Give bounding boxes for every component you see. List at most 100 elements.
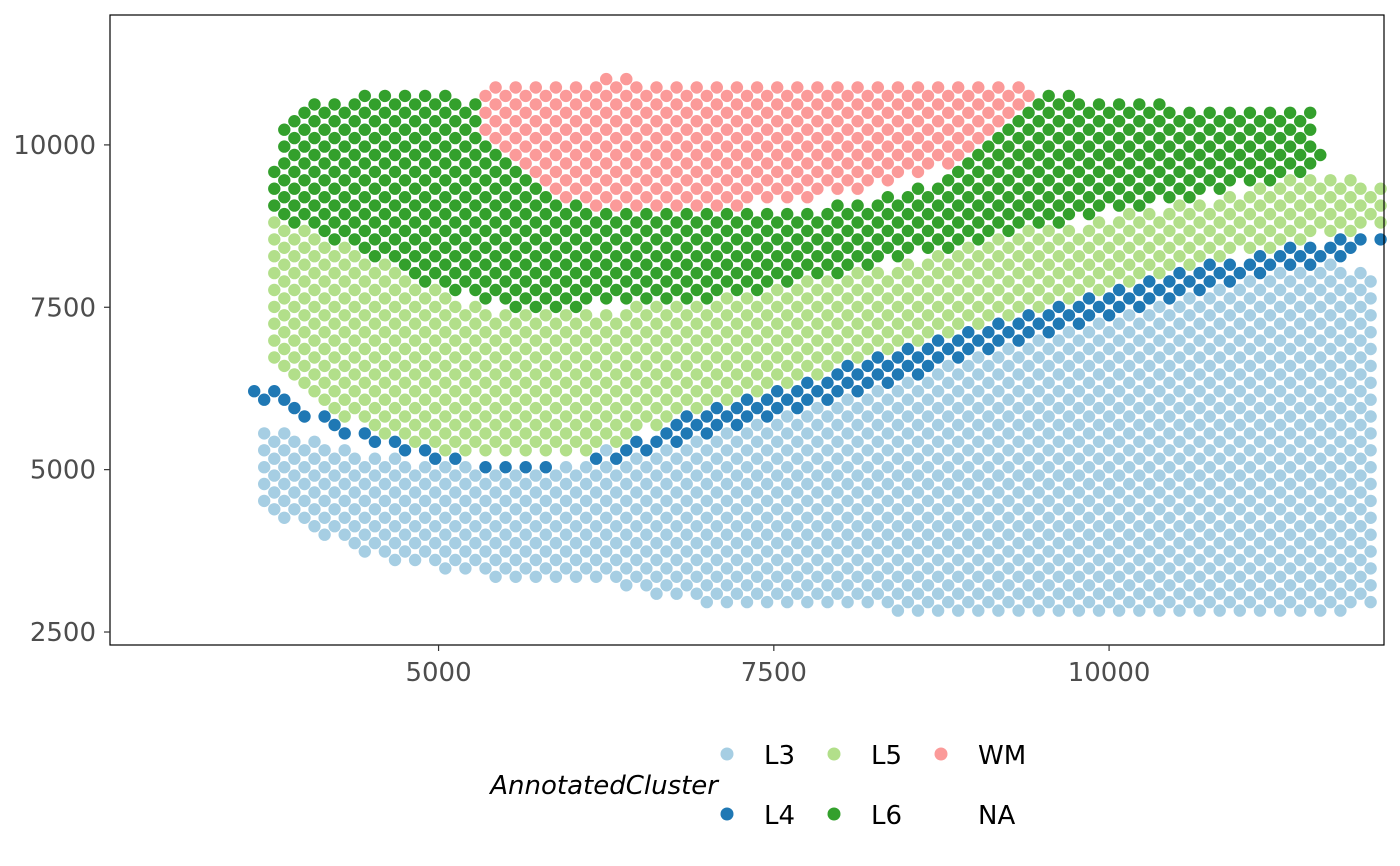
data-point — [831, 250, 844, 263]
data-point — [439, 376, 452, 389]
data-point — [600, 427, 613, 440]
data-point — [539, 477, 552, 491]
data-point — [942, 461, 955, 474]
data-point — [1183, 427, 1196, 440]
data-point — [861, 207, 874, 221]
data-point — [600, 89, 613, 103]
data-point — [1173, 401, 1186, 415]
data-point — [1173, 182, 1186, 195]
data-point — [1072, 418, 1086, 432]
data-point — [1052, 216, 1066, 229]
data-point — [1052, 300, 1066, 314]
data-point — [1012, 520, 1025, 533]
data-point — [298, 477, 311, 491]
data-point — [1002, 106, 1015, 120]
data-point — [288, 250, 301, 263]
data-point — [1002, 258, 1015, 271]
data-point — [579, 376, 593, 389]
data-point — [1324, 241, 1337, 254]
data-point — [801, 494, 814, 508]
data-point — [760, 427, 774, 440]
data-point — [931, 536, 945, 550]
data-point — [760, 89, 774, 103]
data-point — [791, 165, 804, 179]
data-point — [952, 317, 965, 330]
data-point — [861, 89, 874, 103]
data-point — [288, 233, 301, 246]
data-point — [1314, 418, 1327, 432]
data-point — [630, 283, 643, 297]
data-point — [891, 148, 905, 162]
data-point — [1042, 359, 1055, 373]
data-point — [771, 266, 784, 280]
data-point — [600, 191, 613, 204]
data-point — [690, 283, 703, 297]
data-point — [1213, 486, 1226, 499]
data-point — [489, 216, 502, 229]
data-point — [248, 385, 261, 398]
data-point — [1253, 148, 1267, 162]
data-point — [429, 536, 442, 550]
data-point — [1253, 587, 1267, 600]
data-point — [1364, 545, 1377, 558]
data-point — [871, 587, 884, 600]
data-point — [499, 410, 512, 423]
data-point — [1052, 317, 1066, 330]
data-point — [519, 427, 532, 440]
data-point — [891, 266, 905, 280]
data-point — [942, 427, 955, 440]
data-point — [348, 503, 361, 516]
data-point — [871, 520, 884, 533]
data-point — [630, 418, 643, 432]
data-point — [1183, 579, 1196, 592]
data-point — [1253, 115, 1267, 128]
data-point — [569, 317, 583, 330]
data-point — [1183, 595, 1196, 609]
data-point — [429, 418, 442, 432]
data-point — [740, 309, 754, 322]
data-point — [1163, 342, 1176, 356]
data-point — [1133, 115, 1146, 128]
data-point — [1072, 401, 1086, 415]
data-point — [871, 250, 884, 263]
data-point — [1193, 435, 1206, 448]
data-point — [1173, 283, 1186, 297]
data-point — [418, 326, 432, 339]
data-point — [1223, 427, 1237, 440]
data-point — [640, 157, 653, 170]
data-point — [610, 469, 623, 482]
data-point — [298, 191, 311, 204]
data-point — [931, 81, 945, 94]
data-point — [861, 545, 874, 558]
data-point — [1354, 216, 1367, 229]
data-point — [1092, 233, 1106, 246]
data-point — [620, 123, 633, 136]
data-point — [931, 385, 945, 398]
data-point — [1012, 435, 1025, 448]
data-point — [449, 266, 462, 280]
data-point — [1203, 461, 1216, 474]
data-point — [901, 393, 915, 406]
data-point — [992, 81, 1005, 94]
data-point — [398, 258, 412, 271]
data-point — [1334, 283, 1347, 297]
data-point — [811, 587, 824, 600]
data-point — [519, 275, 532, 288]
data-point — [469, 199, 482, 212]
data-point — [801, 342, 814, 356]
data-point — [1153, 570, 1166, 583]
data-point — [1112, 503, 1126, 516]
data-point — [901, 207, 915, 221]
data-point — [549, 165, 563, 179]
data-point — [1012, 199, 1025, 212]
data-point — [288, 401, 301, 415]
data-point — [871, 536, 884, 550]
data-point — [1082, 275, 1096, 288]
data-point — [911, 553, 925, 567]
data-point — [569, 351, 583, 364]
data-point — [1042, 461, 1055, 474]
data-point — [1263, 545, 1277, 558]
data-point — [1314, 469, 1327, 482]
data-point — [589, 317, 603, 330]
data-point — [388, 334, 402, 347]
